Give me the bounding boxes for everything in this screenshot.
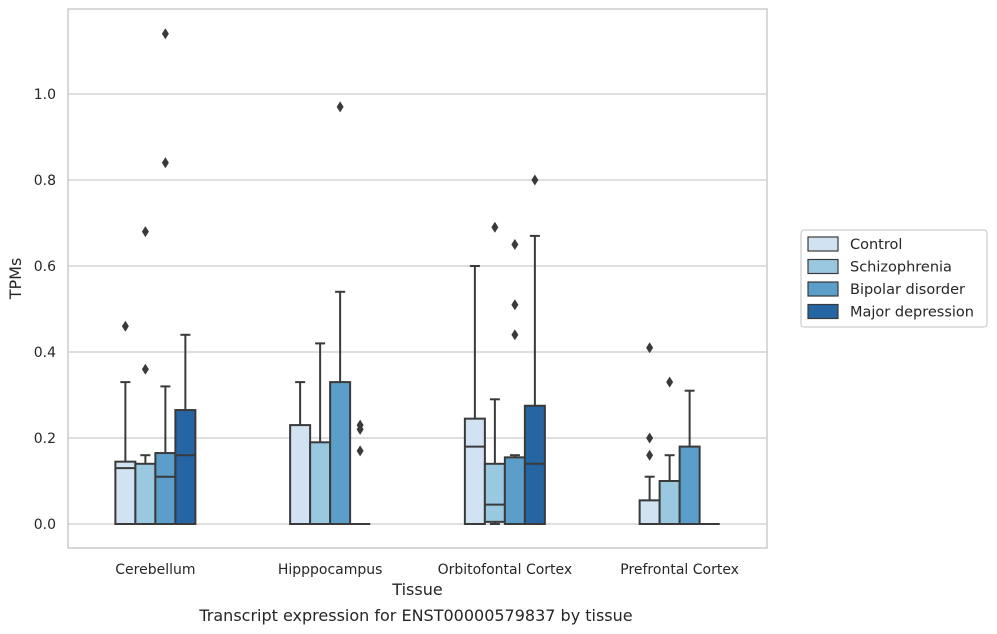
legend-swatch xyxy=(807,236,839,252)
box-body xyxy=(289,424,312,526)
outlier-point xyxy=(141,226,149,238)
outlier-point xyxy=(356,445,364,457)
box-bipolar-disorder xyxy=(154,28,177,525)
outlier-point xyxy=(161,157,169,169)
x-axis-label: Tissue xyxy=(391,580,442,599)
legend-label: Bipolar disorder xyxy=(850,282,965,298)
box-bipolar-disorder xyxy=(329,101,352,525)
legend: Control Schizophrenia Bipolar disorder Majo… xyxy=(800,229,988,328)
y-axis-label: TPMs xyxy=(6,258,25,301)
box-body xyxy=(329,381,352,525)
outlier-point xyxy=(666,376,674,388)
box-schizophrenia xyxy=(309,342,332,525)
x-tick-label: Cerebellum xyxy=(115,562,195,578)
box-bipolar-disorder xyxy=(503,239,526,526)
legend-swatch xyxy=(807,303,839,320)
box-body xyxy=(114,460,137,525)
chart-caption: Transcript expression for ENST0000057983… xyxy=(199,606,633,625)
y-tick-label: 0.2 xyxy=(34,431,56,447)
box-body xyxy=(678,445,701,526)
outlier-point xyxy=(121,320,129,332)
legend-label: Major depression xyxy=(850,305,974,321)
box-body xyxy=(154,452,177,525)
outlier-point xyxy=(646,432,654,444)
plot-frame xyxy=(67,8,768,549)
outlier-point xyxy=(531,174,539,186)
x-tick-label: Prefrontal Cortex xyxy=(620,562,739,578)
y-tick-labels: 0.0 0.2 0.4 0.6 0.8 1.0 xyxy=(34,87,56,533)
legend-swatch xyxy=(807,281,839,297)
box-body xyxy=(658,480,681,525)
y-tick-label: 0.0 xyxy=(34,517,56,533)
box-schizophrenia xyxy=(658,376,681,525)
legend-label: Control xyxy=(850,237,902,253)
box-major-depression xyxy=(350,419,371,525)
box-control xyxy=(463,265,486,525)
outlier-point xyxy=(511,239,519,250)
box-control xyxy=(638,342,661,526)
box-body xyxy=(174,409,197,525)
x-tick-labels: Cerebellum Hipppocampus Orbitofontal Corte… xyxy=(115,562,739,578)
y-tick-label: 0.4 xyxy=(34,345,56,361)
box-bipolar-disorder xyxy=(678,389,701,526)
box-body xyxy=(309,441,332,525)
box-series xyxy=(114,28,720,526)
box-body xyxy=(638,499,661,526)
outlier-point xyxy=(141,363,149,375)
outlier-point xyxy=(161,28,169,40)
box-schizophrenia xyxy=(483,221,506,525)
x-tick-label: Hipppocampus xyxy=(278,562,383,578)
x-tick-label: Orbitofontal Cortex xyxy=(438,562,573,578)
y-tick-label: 0.8 xyxy=(34,173,56,189)
legend-swatch xyxy=(807,258,839,275)
box-body xyxy=(523,404,546,525)
outlier-point xyxy=(356,419,364,431)
box-major-depression xyxy=(174,333,197,525)
outlier-point xyxy=(646,449,654,461)
box-control xyxy=(289,381,312,526)
box-body xyxy=(134,462,157,525)
outlier-point xyxy=(646,342,654,354)
outlier-point xyxy=(511,299,519,311)
box-control xyxy=(114,320,137,525)
outlier-point xyxy=(491,221,499,233)
box-body xyxy=(503,456,526,526)
box-body xyxy=(483,462,506,523)
outlier-point xyxy=(511,329,519,341)
outlier-point xyxy=(336,101,344,113)
y-tick-label: 1.0 xyxy=(34,87,56,103)
box-schizophrenia xyxy=(134,226,157,525)
y-tick-label: 0.6 xyxy=(34,259,56,275)
legend-label: Schizophrenia xyxy=(850,260,952,276)
box-body xyxy=(463,417,486,525)
legend-frame xyxy=(800,229,988,328)
box-major-depression xyxy=(523,174,546,525)
